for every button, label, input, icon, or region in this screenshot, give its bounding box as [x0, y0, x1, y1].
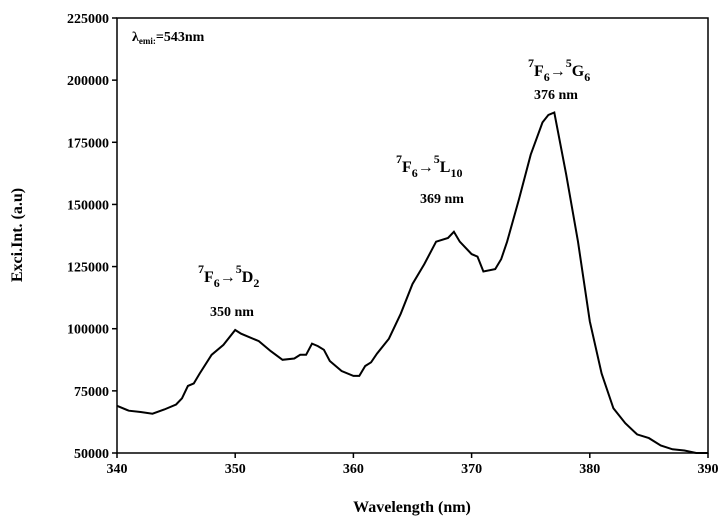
- annotation: 7F6→5D2: [198, 262, 259, 290]
- annotation-part: F: [402, 159, 412, 176]
- x-tick-label: 340: [107, 462, 128, 477]
- annotation-note: 350 nm: [210, 305, 254, 320]
- y-tick-label: 175000: [67, 136, 109, 151]
- y-tick-label: 100000: [67, 323, 109, 338]
- x-tick-label: 370: [461, 462, 482, 477]
- annotation-note: 376 nm: [534, 88, 578, 103]
- annotation-part: F: [534, 63, 544, 80]
- annotation-part: 6: [412, 166, 418, 180]
- annotation: 7F6→5L10: [396, 152, 462, 180]
- x-tick-label: 380: [579, 462, 600, 477]
- annotation-part: →: [550, 63, 566, 80]
- annotation-part: →: [418, 159, 434, 176]
- annotation: 7F6→5G6: [528, 56, 590, 84]
- y-tick-label: 200000: [67, 74, 109, 89]
- y-tick-label: 150000: [67, 198, 109, 213]
- x-tick-label: 350: [225, 462, 246, 477]
- annotation-part: 5: [434, 152, 440, 166]
- annotation-part: 7: [528, 56, 534, 70]
- annotation-part: 6: [584, 70, 590, 84]
- annotation-part: 6: [544, 70, 550, 84]
- annotation-part: F: [204, 269, 214, 286]
- annotation-part: G: [572, 63, 585, 80]
- y-tick-label: 75000: [74, 385, 109, 400]
- spectrum-line: [116, 111, 708, 454]
- annotation-part: D: [242, 269, 254, 286]
- y-axis-label: Exci.Int. (a.u): [9, 188, 26, 282]
- annotation-part: =543nm: [156, 30, 205, 45]
- x-tick-label: 390: [698, 462, 719, 477]
- annotation-part: 7: [198, 262, 204, 276]
- plot-frame: [116, 17, 709, 454]
- y-tick-label: 225000: [67, 12, 109, 27]
- x-axis-label: Wavelength (nm): [353, 499, 471, 516]
- y-tick-label: 125000: [67, 261, 109, 276]
- annotation-part: 10: [450, 166, 462, 180]
- annotation-part: L: [440, 159, 451, 176]
- x-tick-label: 360: [343, 462, 364, 477]
- y-tick-label: 50000: [74, 447, 109, 462]
- annotation-part: λ: [132, 30, 139, 45]
- annotation-part: 2: [253, 276, 259, 290]
- annotation-part: →: [220, 269, 236, 286]
- annotation-note: 369 nm: [420, 192, 464, 207]
- annotation-part: 5: [236, 262, 242, 276]
- annotation-part: 7: [396, 152, 402, 166]
- annotation-part: 6: [214, 276, 220, 290]
- annotation-part: 5: [566, 56, 572, 70]
- annotation: λemi:=543nm: [132, 30, 205, 46]
- annotation-part: emi:: [139, 36, 156, 46]
